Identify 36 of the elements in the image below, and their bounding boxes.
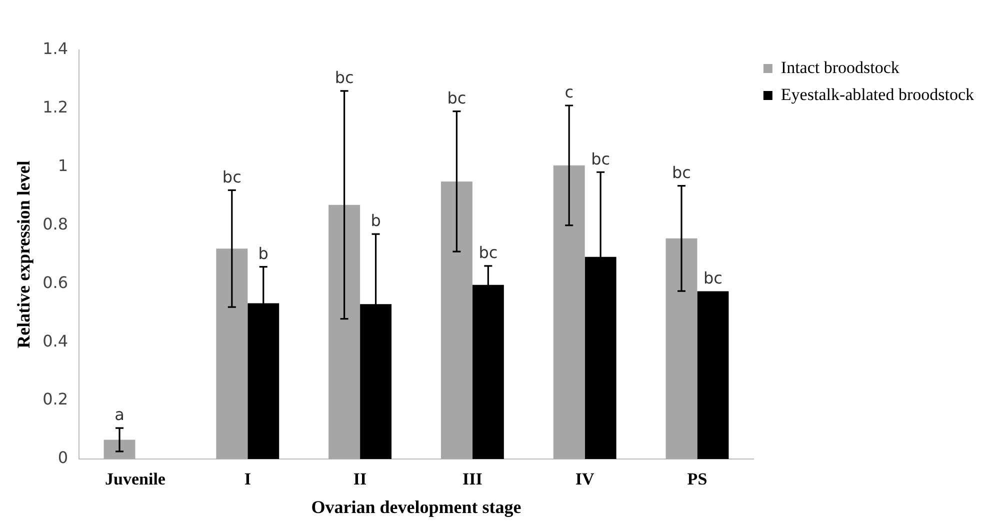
annotation: b [370, 211, 381, 230]
annotation: bc [672, 163, 691, 182]
y-tick-label: 0.6 [42, 272, 68, 292]
annotation: c [564, 82, 574, 102]
bar [697, 291, 729, 459]
x-tick-label: III [462, 470, 483, 489]
y-tick-label: 0.8 [42, 214, 68, 234]
annotation: bc [478, 243, 498, 262]
bar [666, 238, 698, 459]
x-axis-title: Ovarian development stage [311, 496, 522, 517]
annotation: bc [703, 268, 722, 288]
bar [553, 165, 585, 459]
legend-label: Intact broodstock [780, 58, 900, 77]
y-tick-label: 1 [58, 156, 68, 176]
x-tick-label: I [244, 470, 252, 489]
x-tick-label: IV [575, 470, 595, 489]
y-tick-label: 0 [58, 448, 68, 468]
x-tick-label: II [353, 470, 368, 489]
y-tick-label: 0.2 [42, 390, 68, 409]
y-tick-label: 1.2 [42, 98, 68, 117]
legend-label: Eyestalk-ablated broodstock [780, 84, 974, 104]
bar [440, 181, 472, 459]
bar [216, 248, 248, 459]
annotation: bc [334, 68, 354, 88]
y-tick-label: 0.4 [42, 331, 68, 350]
annotation: b [258, 244, 268, 263]
x-tick-label: PS [687, 470, 708, 489]
x-tick-label: Juvenile [105, 470, 166, 489]
bar [328, 204, 360, 459]
annotation: a [114, 405, 124, 424]
y-axis-title: Relative expression level [13, 160, 34, 348]
annotation: bc [447, 88, 466, 108]
y-tick-label: 1.4 [42, 39, 68, 58]
annotation: bc [222, 167, 242, 186]
annotation: bc [591, 149, 610, 168]
bar [104, 440, 136, 459]
